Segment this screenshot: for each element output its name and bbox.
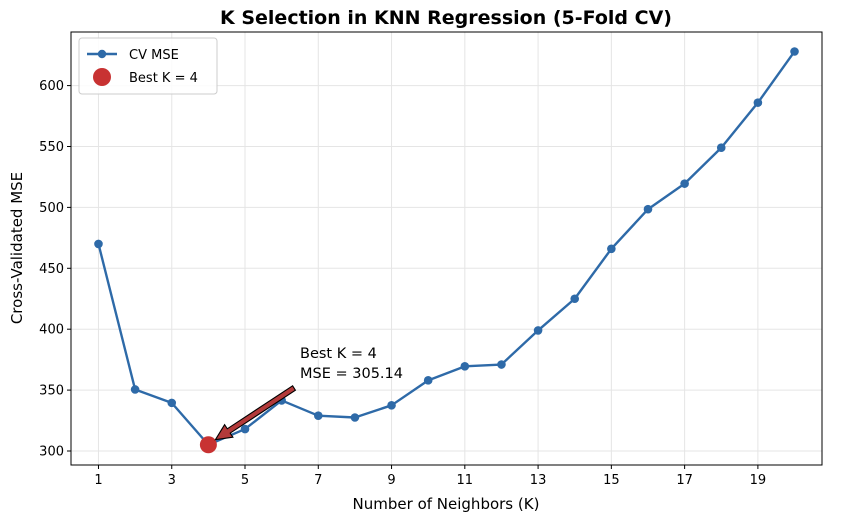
data-point <box>790 47 799 56</box>
x-tick-label: 19 <box>750 473 767 488</box>
x-tick-label: 17 <box>676 473 693 488</box>
data-point <box>130 385 140 394</box>
x-tick-label: 11 <box>457 473 474 488</box>
data-point <box>716 143 726 153</box>
x-tick-label: 13 <box>530 473 547 488</box>
data-point <box>94 239 103 249</box>
best-k-marker <box>199 436 217 454</box>
y-axis-label: Cross-Validated MSE <box>8 172 26 324</box>
data-point <box>533 326 543 335</box>
annotation-line-2: MSE = 305.14 <box>300 366 403 382</box>
legend-marker-swatch <box>97 49 107 59</box>
y-tick-label: 550 <box>39 140 64 155</box>
x-tick-label: 5 <box>241 473 249 488</box>
legend-label-cv-mse: CV MSE <box>129 48 179 63</box>
y-tick-label: 350 <box>39 384 64 399</box>
y-tick-label: 400 <box>39 323 64 338</box>
data-point <box>350 413 360 422</box>
legend: CV MSE Best K = 4 <box>78 37 218 95</box>
plot-frame <box>70 31 823 466</box>
annotation-layer: Best K = 4 MSE = 305.14 <box>214 346 403 441</box>
legend-box <box>78 37 218 95</box>
legend-label-best-k: Best K = 4 <box>129 71 198 86</box>
data-point <box>497 360 506 369</box>
data-point <box>607 244 616 254</box>
annotation-line-1: Best K = 4 <box>300 346 377 362</box>
y-tick-label: 500 <box>39 201 64 216</box>
x-tick-label: 3 <box>168 473 176 488</box>
series-layer <box>94 47 799 454</box>
data-point <box>460 362 470 371</box>
grid-layer <box>71 32 822 465</box>
data-point <box>167 398 177 408</box>
y-tick-label: 450 <box>39 262 64 277</box>
data-point <box>680 179 689 188</box>
plot-area <box>71 32 822 465</box>
annotation-arrow <box>214 385 297 441</box>
y-tick-label: 300 <box>39 444 64 459</box>
data-point <box>753 98 763 107</box>
x-tick-label: 15 <box>603 473 620 488</box>
chart-title: K Selection in KNN Regression (5-Fold CV… <box>220 7 672 29</box>
data-point <box>387 401 396 410</box>
data-point <box>240 424 250 434</box>
data-point <box>570 294 580 304</box>
x-axis-label: Number of Neighbors (K) <box>353 495 540 513</box>
data-point <box>423 376 433 385</box>
x-tick-label: 9 <box>387 473 395 488</box>
data-point <box>643 204 653 214</box>
data-point <box>313 411 323 420</box>
y-tick-label: 600 <box>39 79 64 94</box>
x-tick-label: 1 <box>94 473 102 488</box>
x-tick-label: 7 <box>314 473 322 488</box>
legend-best-swatch <box>93 68 111 86</box>
